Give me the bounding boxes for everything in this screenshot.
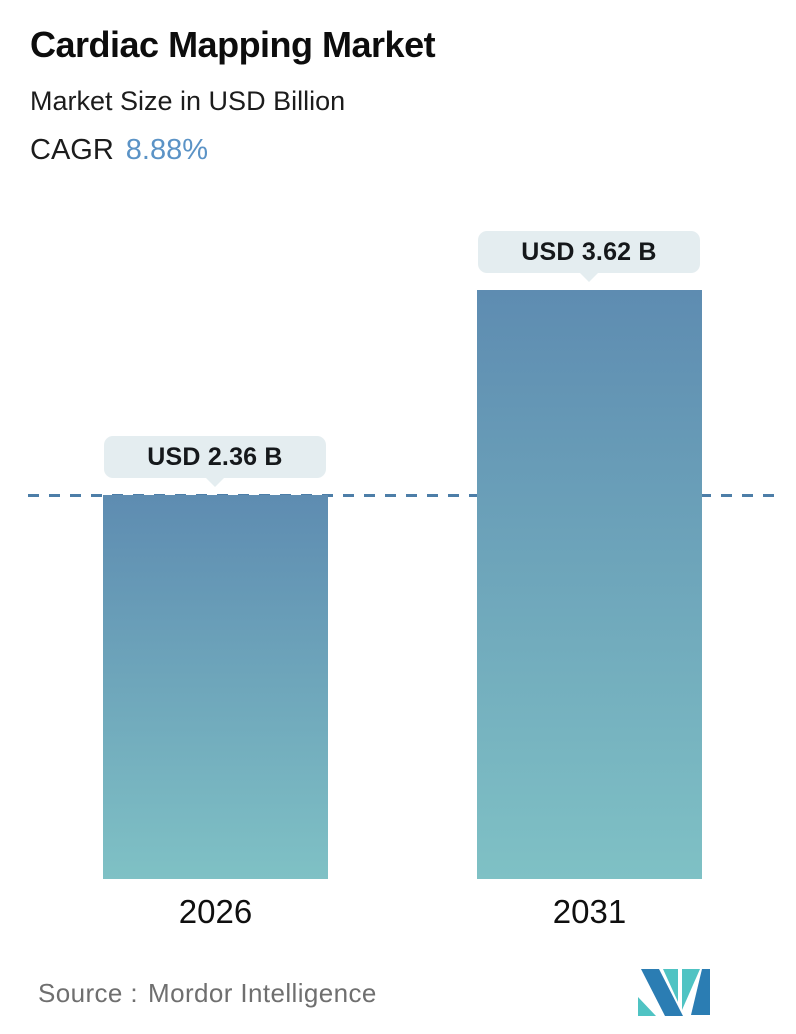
bar-2026 — [103, 495, 328, 879]
chart-subtitle: Market Size in USD Billion — [30, 86, 346, 116]
cagr-row: CAGR 8.88% — [30, 134, 208, 167]
logo-blue-right-leg — [691, 969, 710, 1015]
logo-teal-bottom-left-triangle — [638, 997, 656, 1016]
bar-chart: USD 2.36 B USD 3.62 B — [0, 0, 796, 879]
x-axis-label-2031: 2031 — [552, 893, 627, 930]
source-line: Source : Mordor Intelligence — [38, 978, 377, 1009]
value-tooltip-2031: USD 3.62 B — [478, 231, 700, 273]
x-axis-label-2026: 2026 — [178, 893, 253, 930]
logo-teal-right-triangle — [682, 969, 700, 1010]
value-label-2026: USD 2.36 B — [147, 442, 283, 471]
cagr-label: CAGR — [30, 134, 114, 166]
mordor-intelligence-logo — [638, 969, 710, 1016]
source-value: Mordor Intelligence — [148, 978, 377, 1008]
source-label: Source : — [38, 978, 139, 1008]
page-title: Cardiac Mapping Market — [30, 24, 436, 65]
cagr-value: 8.88% — [125, 134, 209, 166]
bar-2031 — [477, 290, 702, 879]
logo-blue-diagonal-band — [641, 969, 683, 1016]
value-tooltip-2026: USD 2.36 B — [104, 436, 326, 478]
logo-teal-middle-triangle — [663, 969, 678, 1002]
reference-dashed-line — [28, 494, 778, 497]
value-label-2031: USD 3.62 B — [521, 237, 657, 266]
